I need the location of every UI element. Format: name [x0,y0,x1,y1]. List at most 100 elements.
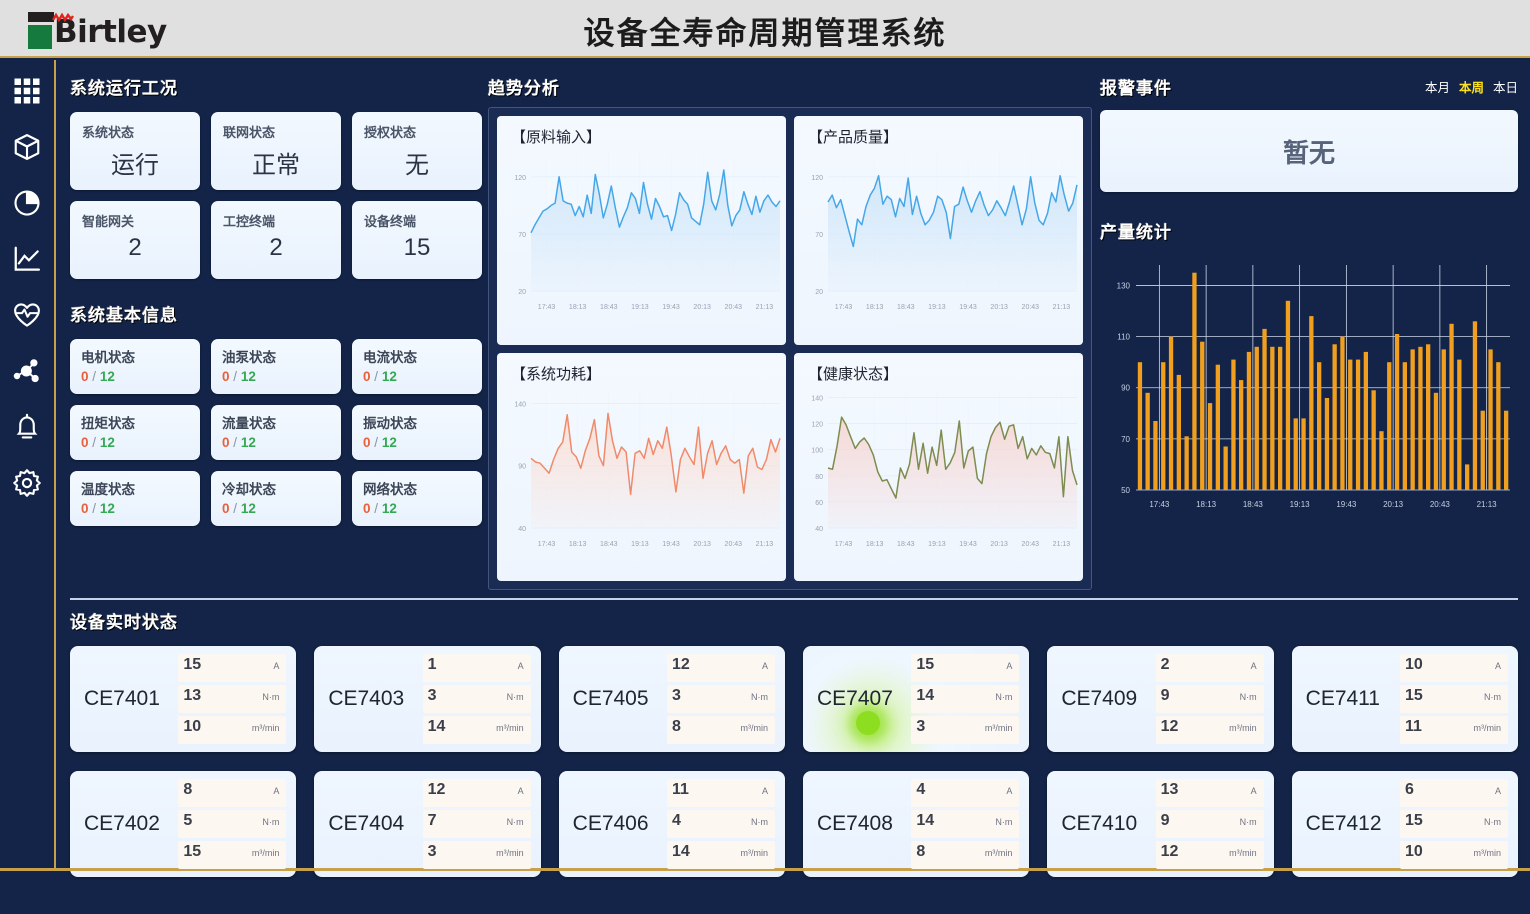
device-name: CE7403 [328,687,405,710]
device-metric-row: 15 A [178,654,287,682]
device-card[interactable]: CE7407 15 A 14 N·m 3 m³/min [802,646,1030,752]
device-metric-unit: m³/min [1229,848,1257,858]
device-metric-unit: N·m [1483,817,1501,827]
status-card[interactable]: 系统状态 运行 [70,112,200,190]
status-card-label: 设备终端 [364,214,417,229]
network-icon[interactable] [12,356,42,386]
svg-text:18:43: 18:43 [897,541,915,548]
info-card[interactable]: 流量状态 0 / 12 [211,405,341,460]
svg-text:19:13: 19:13 [631,304,649,311]
device-card[interactable]: CE7403 1 A 3 N·m 14 m³/min [314,646,541,752]
status-card-label: 工控终端 [223,214,276,229]
status-card-label: 联网状态 [223,125,276,140]
info-card-label: 温度状态 [81,482,135,497]
grid-icon[interactable] [12,76,42,106]
device-metric-value: 3 [427,687,437,704]
device-name: CE7407 [816,687,893,710]
svg-text:120: 120 [811,175,823,182]
device-card[interactable]: CE7401 15 A 13 N·m 10 m³/min [70,646,297,752]
info-card-value: 0 / 12 [81,501,189,516]
status-card[interactable]: 智能网关 2 [70,201,200,279]
alarm-tab-week[interactable]: 本周 [1458,81,1484,95]
heartbeat-icon[interactable] [12,300,42,330]
system-status-title: 系统运行工况 [70,79,178,98]
device-card[interactable]: CE7410 13 A 9 N·m 12 m³/min [1047,771,1274,877]
info-card[interactable]: 振动状态 0 / 12 [352,405,482,460]
gear-icon[interactable] [12,468,42,498]
device-card[interactable]: CE7412 6 A 15 N·m 10 m³/min [1291,771,1518,877]
alarm-header: 报警事件 本月 本周 本日 [1100,74,1518,99]
alarm-tab-month[interactable]: 本月 [1424,81,1450,95]
logo-square-icon [28,25,52,49]
svg-text:17:43: 17:43 [538,304,556,311]
status-card[interactable]: 联网状态 正常 [211,112,341,190]
cube-icon[interactable] [12,132,42,162]
alarm-tab-day[interactable]: 本日 [1492,81,1518,95]
info-separator: / [92,501,97,516]
device-metric-unit: N·m [995,817,1013,827]
device-metric-value: 12 [1160,718,1179,735]
status-card[interactable]: 授权状态 无 [352,112,482,190]
device-metric-row: 12 m³/min [1155,841,1264,869]
device-metric-row: 10 m³/min [1399,841,1508,869]
device-card[interactable]: CE7404 12 A 7 N·m 3 m³/min [314,771,541,877]
device-metric-row: 9 N·m [1155,810,1264,838]
device-metric-value: 3 [671,687,681,704]
svg-text:18:13: 18:13 [569,304,587,311]
device-metric-value: 1 [427,656,437,673]
info-bad-count: 0 [363,435,371,450]
info-card[interactable]: 电流状态 0 / 12 [352,339,482,394]
device-metric-value: 13 [1160,781,1179,798]
device-metric-value: 14 [916,687,935,704]
trend-chart: 【原料输入】 17:43 18:13 18:43 19:13 19:43 20:13 20:4… [497,116,786,345]
app-header: Birtley 设备全寿命周期管理系统 [0,0,1530,58]
pie-chart-icon[interactable] [12,188,42,218]
svg-text:20: 20 [815,289,823,296]
device-metric-unit: N·m [1239,817,1257,827]
svg-text:20: 20 [518,289,526,296]
info-card[interactable]: 温度状态 0 / 12 [70,471,200,526]
device-metrics: 13 A 9 N·m 12 m³/min [1155,779,1264,869]
device-card[interactable]: CE7405 12 A 3 N·m 8 m³/min [558,646,785,752]
info-ok-count: 12 [99,435,115,450]
device-card[interactable]: CE7402 8 A 5 N·m 15 m³/min [70,771,297,877]
device-metrics: 15 A 13 N·m 10 m³/min [178,654,287,744]
line-chart-icon[interactable] [12,244,42,274]
device-metric-value: 6 [1404,781,1414,798]
info-card[interactable]: 扭矩状态 0 / 12 [70,405,200,460]
device-card[interactable]: CE7408 4 A 14 N·m 8 m³/min [802,771,1030,877]
device-metric-row: 8 m³/min [666,716,775,744]
svg-text:19:13: 19:13 [631,541,649,548]
device-card[interactable]: CE7409 2 A 9 N·m 12 m³/min [1047,646,1274,752]
device-metric-value: 10 [1404,843,1423,860]
info-card[interactable]: 网络状态 0 / 12 [352,471,482,526]
info-ok-count: 12 [381,369,397,384]
device-metric-value: 11 [671,781,689,798]
svg-text:17:43: 17:43 [835,304,853,311]
info-card[interactable]: 油泵状态 0 / 12 [211,339,341,394]
device-metric-value: 5 [183,812,193,829]
trend-chart-title: 【系统功耗】 [511,365,602,383]
device-metrics: 10 A 15 N·m 11 m³/min [1399,654,1508,744]
device-metrics: 4 A 14 N·m 8 m³/min [911,779,1020,869]
device-name: CE7408 [816,812,893,835]
info-separator: / [374,501,379,516]
device-card[interactable]: CE7406 11 A 4 N·m 14 m³/min [558,771,785,877]
status-card[interactable]: 工控终端 2 [211,201,341,279]
status-card[interactable]: 设备终端 15 [352,201,482,279]
device-card[interactable]: CE7411 10 A 15 N·m 11 m³/min [1291,646,1518,752]
device-metric-unit: m³/min [1473,848,1501,858]
bell-icon[interactable] [12,412,42,442]
device-metric-value: 14 [916,812,935,829]
device-metric-unit: A [1250,661,1257,671]
info-card[interactable]: 电机状态 0 / 12 [70,339,200,394]
info-separator: / [233,369,238,384]
device-metric-value: 9 [1160,812,1170,829]
device-metric-row: 7 N·m [422,810,531,838]
info-card[interactable]: 冷却状态 0 / 12 [211,471,341,526]
svg-text:50: 50 [1121,486,1130,495]
svg-text:70: 70 [518,232,526,239]
device-metric-value: 15 [183,843,202,860]
svg-text:17:43: 17:43 [835,541,853,548]
